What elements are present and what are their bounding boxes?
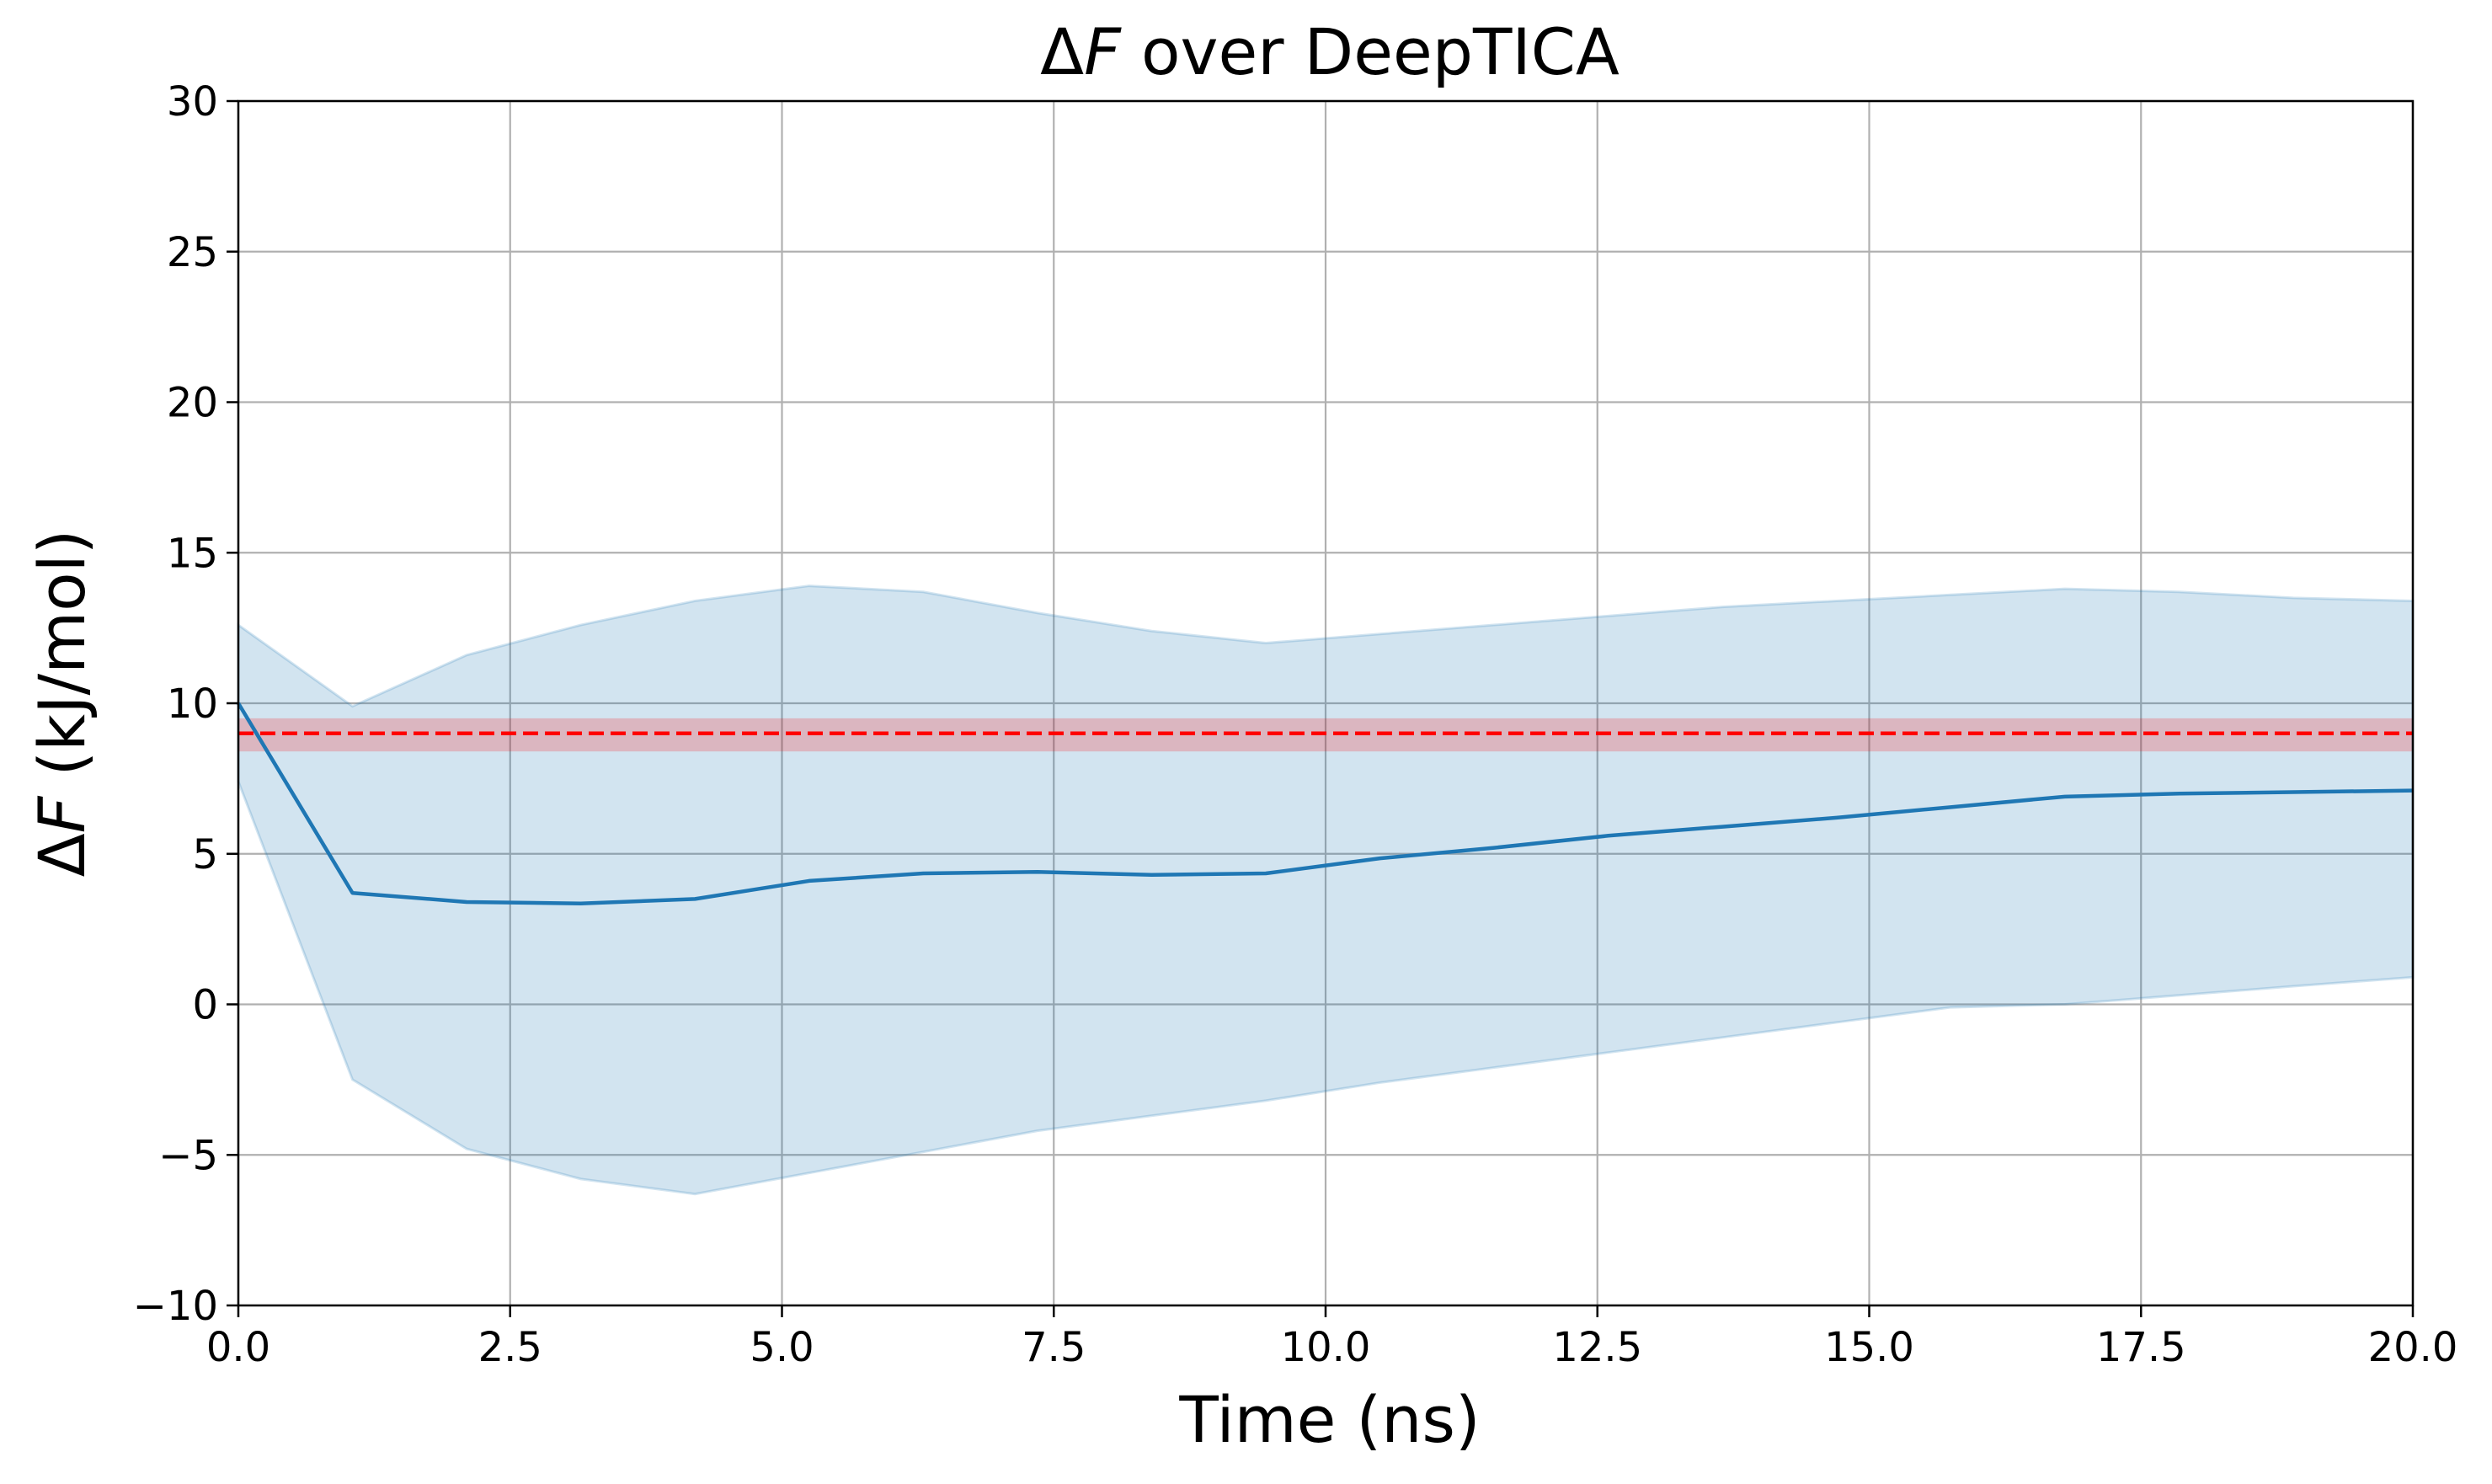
x-tick-label: 17.5 xyxy=(2096,1324,2186,1371)
ylabel-symbol: Δ xyxy=(24,833,99,877)
chart-title: ΔF over DeepTICA xyxy=(1040,14,1620,89)
series-layer xyxy=(237,702,2414,905)
y-tick-label: 5 xyxy=(192,831,218,878)
reference-layer xyxy=(238,718,2413,752)
y-tick-label: 20 xyxy=(167,380,218,427)
series-line xyxy=(237,702,2414,905)
x-tick-label: 2.5 xyxy=(478,1324,542,1371)
y-tick-label: 10 xyxy=(167,681,218,728)
x-tick-label: 0.0 xyxy=(206,1324,270,1371)
y-tick-label: −5 xyxy=(158,1132,218,1179)
x-tick-label: 7.5 xyxy=(1022,1324,1086,1371)
title-rest: over DeepTICA xyxy=(1121,14,1620,89)
x-tick-label: 10.0 xyxy=(1281,1324,1371,1371)
x-tick-label: 20.0 xyxy=(2368,1324,2458,1371)
y-tick-label: 30 xyxy=(167,78,218,125)
title-italic: F xyxy=(1084,14,1122,89)
x-axis-title: Time (ns) xyxy=(1178,1382,1480,1457)
x-tick-label: 15.0 xyxy=(1824,1324,1914,1371)
x-tick-label: 12.5 xyxy=(1552,1324,1642,1371)
y-tick-label: 15 xyxy=(167,530,218,577)
y-tick-label: 0 xyxy=(192,982,218,1029)
ylabel-italic: F xyxy=(24,795,99,833)
y-axis-title: ΔF (kJ/mol) xyxy=(24,530,99,878)
ylabel-rest: (kJ/mol) xyxy=(24,530,99,797)
title-symbol: Δ xyxy=(1040,14,1084,89)
y-tick-label: −10 xyxy=(133,1283,218,1330)
y-tick-label: 25 xyxy=(167,229,218,276)
x-tick-label: 5.0 xyxy=(750,1324,814,1371)
ticks: 0.0 2.5 5.0 7.5 10.0 12.5 15.0 17.5 20.0 −10 −5 0 5 1… xyxy=(133,78,2458,1371)
